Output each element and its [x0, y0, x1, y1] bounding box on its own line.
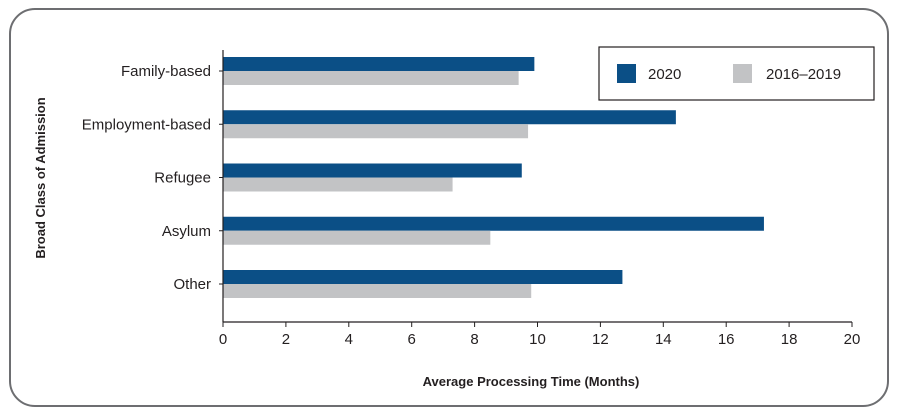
x-tick-label: 20	[844, 331, 861, 348]
bar-refugee-2016-2019	[223, 177, 453, 192]
bar-employment-based-2020	[223, 110, 676, 125]
bar-asylum-2016-2019	[223, 230, 491, 245]
x-tick-label: 8	[470, 331, 478, 348]
x-tick-label: 10	[529, 331, 546, 348]
bar-family-based-2016-2019	[223, 71, 519, 85]
legend: 2020 2016–2019	[598, 46, 875, 101]
legend-label-2020: 2020	[648, 66, 681, 83]
y-tick-label: Refugee	[154, 170, 211, 187]
bar-refugee-2020	[223, 163, 522, 178]
bars-group	[223, 57, 764, 298]
x-axis-title: Average Processing Time (Months)	[423, 374, 640, 389]
y-tick-label: Other	[173, 276, 211, 293]
y-tick-label: Employment-based	[82, 116, 211, 133]
y-tick-label: Family-based	[121, 63, 211, 80]
bar-asylum-2020	[223, 216, 764, 231]
x-tick-label: 4	[345, 331, 353, 348]
bar-employment-based-2016-2019	[223, 124, 529, 139]
legend-swatch-2020	[617, 64, 636, 83]
x-tick-label: 16	[718, 331, 735, 348]
legend-swatch-2016-2019	[733, 64, 752, 83]
x-tick-label: 0	[219, 331, 227, 348]
x-tick-label: 6	[408, 331, 416, 348]
x-tick-label: 2	[282, 331, 290, 348]
legend-label-2016-2019: 2016–2019	[766, 66, 841, 83]
bar-family-based-2020	[223, 57, 535, 71]
x-tick-label: 14	[655, 331, 672, 348]
bar-other-2020	[223, 270, 623, 284]
y-ticks-group: Family-based Employment-based Refugee Asylu…	[82, 63, 223, 293]
y-tick-label: Asylum	[162, 223, 211, 240]
bar-other-2016-2019	[223, 284, 532, 298]
x-tick-label: 18	[781, 331, 798, 348]
y-axis-title: Broad Class of Admission	[33, 97, 48, 258]
x-ticks-group: 0 2 4 6 8 10 12 14 16 18 20	[219, 322, 861, 348]
x-tick-label: 12	[592, 331, 609, 348]
